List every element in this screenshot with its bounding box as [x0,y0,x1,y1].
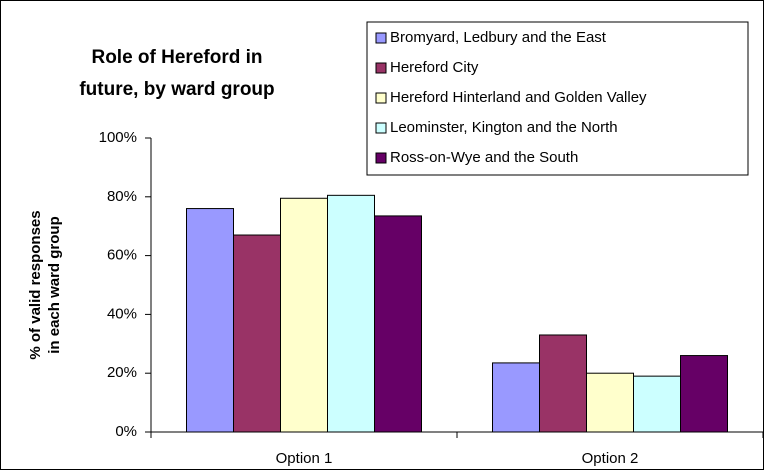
legend-swatch [375,152,387,164]
legend-swatch [375,92,387,104]
x-tick-label: Option 2 [582,450,639,467]
legend-box [366,21,749,176]
legend-swatch [375,32,387,44]
x-tick-label: Option 1 [276,450,333,467]
legend-label: Leominster, Kington and the North [390,119,618,136]
bar [186,208,234,433]
legend-label: Hereford Hinterland and Golden Valley [390,89,647,106]
legend-label: Hereford City [390,59,479,76]
y-tick-label: 60% [107,247,137,264]
y-tick-label: 40% [107,305,137,322]
y-tick-label: 20% [107,364,137,381]
bar [233,234,281,433]
chart-title: future, by ward group [79,79,274,100]
bar [374,215,422,433]
y-tick-label: 80% [107,188,137,205]
y-tick-label: 100% [99,129,137,146]
legend-swatch [375,122,387,134]
bar [633,375,681,433]
bar [539,334,587,433]
bar [280,197,328,433]
legend-label: Bromyard, Ledbury and the East [390,29,607,46]
bar [327,194,375,433]
y-axis-title: % of valid responses [27,210,44,359]
legend-swatch [375,62,387,74]
bar [680,355,728,433]
bar [586,372,634,433]
y-axis-title: in each ward group [46,216,63,354]
bar [492,362,540,433]
y-tick-label: 0% [115,423,137,440]
chart-title: Role of Hereford in [91,47,262,68]
legend-label: Ross-on-Wye and the South [390,149,578,166]
